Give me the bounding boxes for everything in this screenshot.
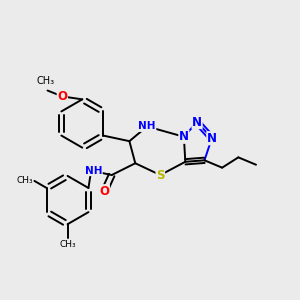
Text: NH: NH (138, 122, 156, 131)
Text: N: N (207, 132, 217, 145)
Text: N: N (192, 116, 202, 128)
Text: O: O (57, 90, 67, 103)
Text: CH₃: CH₃ (37, 76, 55, 86)
Text: CH₃: CH₃ (59, 240, 76, 249)
Text: N: N (179, 130, 189, 143)
Text: S: S (156, 169, 165, 182)
Text: O: O (99, 185, 110, 198)
Text: NH: NH (85, 166, 102, 176)
Text: CH₃: CH₃ (16, 176, 33, 185)
